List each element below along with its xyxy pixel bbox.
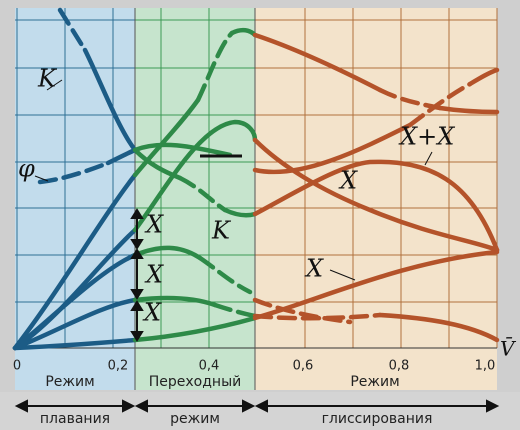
x-tick-label: 1,0 <box>475 359 496 374</box>
dimension-arrows <box>34 79 433 342</box>
curve-label: K <box>37 65 58 93</box>
curve-label: X <box>304 255 324 283</box>
x-tick-label: 0,2 <box>108 359 129 374</box>
region-title: Переходный <box>149 374 241 390</box>
grid <box>15 8 498 390</box>
x-tick-label: 0,6 <box>293 359 314 374</box>
region-title: Режим <box>350 374 399 390</box>
curve-label: X <box>142 299 162 327</box>
label-bg <box>158 410 232 428</box>
region-planing <box>255 8 497 390</box>
x-tick-label: 0 <box>13 359 21 374</box>
curve-label: K <box>211 217 232 245</box>
x-axis-label: V̄ <box>500 336 517 361</box>
x-tick-label: 0,4 <box>199 359 220 374</box>
region-subtitle: плавания <box>40 411 110 427</box>
region-arrows <box>14 399 500 413</box>
region-subtitle: режим <box>170 411 220 427</box>
curve-label: φ <box>18 155 35 183</box>
curve-label: X <box>338 167 358 195</box>
curve-label: X <box>144 261 164 289</box>
label-bg <box>310 410 444 428</box>
region-title: Режим <box>45 374 94 390</box>
label-bg <box>32 410 118 428</box>
curves <box>12 7 500 351</box>
curve-label: X <box>144 211 164 239</box>
curve-label: X+X <box>398 123 455 151</box>
x-tick-label: 0,8 <box>389 359 410 374</box>
region-subtitle: глиссирования <box>322 411 433 427</box>
